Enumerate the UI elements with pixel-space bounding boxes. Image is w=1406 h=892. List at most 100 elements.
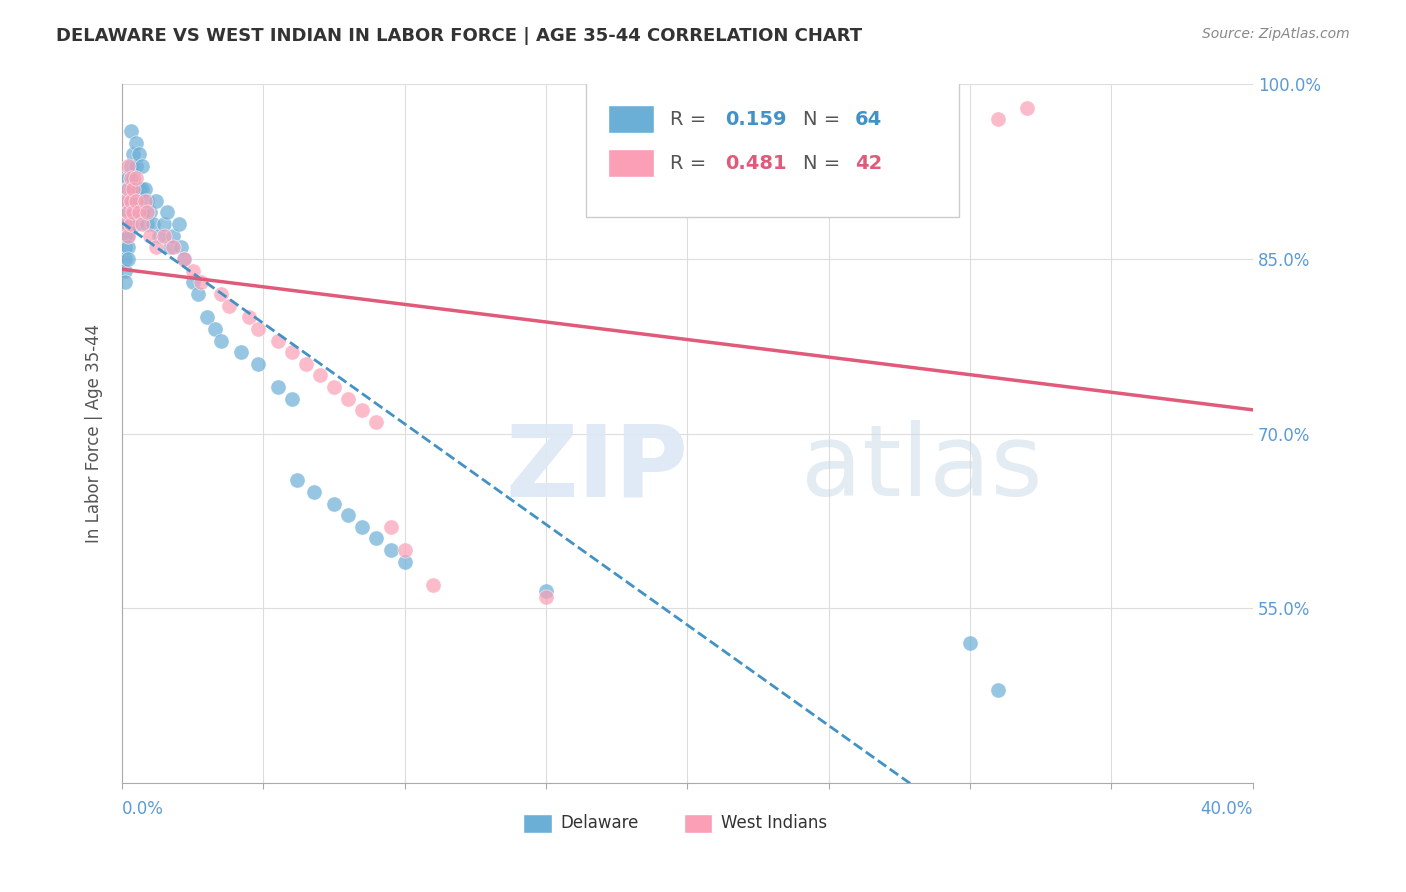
Point [195, 310, 218, 325]
Point [987, 112, 1010, 127]
Text: DELAWARE VS WEST INDIAN IN LABOR FORCE | AGE 35-44 CORRELATION CHART: DELAWARE VS WEST INDIAN IN LABOR FORCE |… [56, 27, 862, 45]
Point [337, 392, 360, 406]
Point [114, 263, 136, 277]
Text: 42: 42 [855, 154, 882, 173]
Point [131, 217, 153, 231]
Point [117, 252, 139, 266]
Point [323, 380, 346, 394]
Point [117, 240, 139, 254]
Point [120, 194, 142, 208]
Point [122, 194, 145, 208]
Text: N =: N = [803, 110, 846, 128]
Point [136, 194, 159, 208]
Point [114, 240, 136, 254]
Point [280, 345, 302, 359]
Point [114, 217, 136, 231]
Point [125, 217, 148, 231]
Point [304, 484, 326, 499]
Point [125, 159, 148, 173]
Point [380, 520, 402, 534]
Text: West Indians: West Indians [721, 814, 828, 832]
Point [139, 228, 162, 243]
Point [128, 182, 150, 196]
Point [190, 276, 212, 290]
Point [229, 345, 252, 359]
Point [148, 228, 170, 243]
Point [366, 415, 388, 429]
Point [128, 205, 150, 219]
Point [128, 147, 150, 161]
Text: Source: ZipAtlas.com: Source: ZipAtlas.com [1202, 27, 1350, 41]
Point [117, 182, 139, 196]
Point [173, 252, 195, 266]
Point [534, 583, 557, 598]
Point [162, 228, 184, 243]
Point [156, 205, 179, 219]
Point [162, 240, 184, 254]
Point [352, 403, 374, 417]
Point [246, 322, 269, 336]
Point [131, 205, 153, 219]
Point [187, 287, 209, 301]
Point [120, 217, 142, 231]
Bar [685, 814, 713, 833]
Point [285, 473, 308, 487]
Point [122, 147, 145, 161]
Point [145, 194, 167, 208]
Point [117, 194, 139, 208]
Point [181, 276, 204, 290]
Point [117, 205, 139, 219]
Point [120, 194, 142, 208]
Point [394, 543, 416, 558]
Point [117, 205, 139, 219]
Text: 40.0%: 40.0% [1201, 800, 1253, 819]
Point [114, 252, 136, 266]
Point [153, 217, 176, 231]
Point [153, 228, 176, 243]
Point [159, 240, 181, 254]
Point [117, 217, 139, 231]
Point [125, 194, 148, 208]
Point [134, 194, 156, 208]
Point [125, 194, 148, 208]
Point [1015, 101, 1038, 115]
Bar [609, 149, 654, 178]
Point [181, 263, 204, 277]
Point [122, 182, 145, 196]
Point [117, 159, 139, 173]
FancyBboxPatch shape [586, 81, 959, 217]
Text: atlas: atlas [800, 420, 1042, 517]
Point [170, 240, 193, 254]
Text: Delaware: Delaware [561, 814, 640, 832]
Point [120, 159, 142, 173]
Point [117, 228, 139, 243]
Point [120, 217, 142, 231]
Point [117, 170, 139, 185]
Point [145, 240, 167, 254]
Point [125, 170, 148, 185]
Point [987, 682, 1010, 697]
Point [114, 276, 136, 290]
Text: R =: R = [671, 154, 713, 173]
Point [337, 508, 360, 523]
Point [117, 228, 139, 243]
Y-axis label: In Labor Force | Age 35-44: In Labor Force | Age 35-44 [86, 324, 103, 543]
Text: 64: 64 [855, 110, 882, 128]
Text: 0.159: 0.159 [724, 110, 786, 128]
Point [218, 299, 240, 313]
Point [139, 205, 162, 219]
Point [120, 170, 142, 185]
Point [131, 159, 153, 173]
Point [167, 217, 190, 231]
Text: 0.481: 0.481 [724, 154, 786, 173]
Point [246, 357, 269, 371]
Point [209, 287, 232, 301]
Point [266, 334, 288, 348]
Point [136, 205, 159, 219]
Point [238, 310, 260, 325]
Bar [609, 105, 654, 133]
Point [323, 497, 346, 511]
Text: R =: R = [671, 110, 713, 128]
Point [131, 182, 153, 196]
Point [294, 357, 316, 371]
